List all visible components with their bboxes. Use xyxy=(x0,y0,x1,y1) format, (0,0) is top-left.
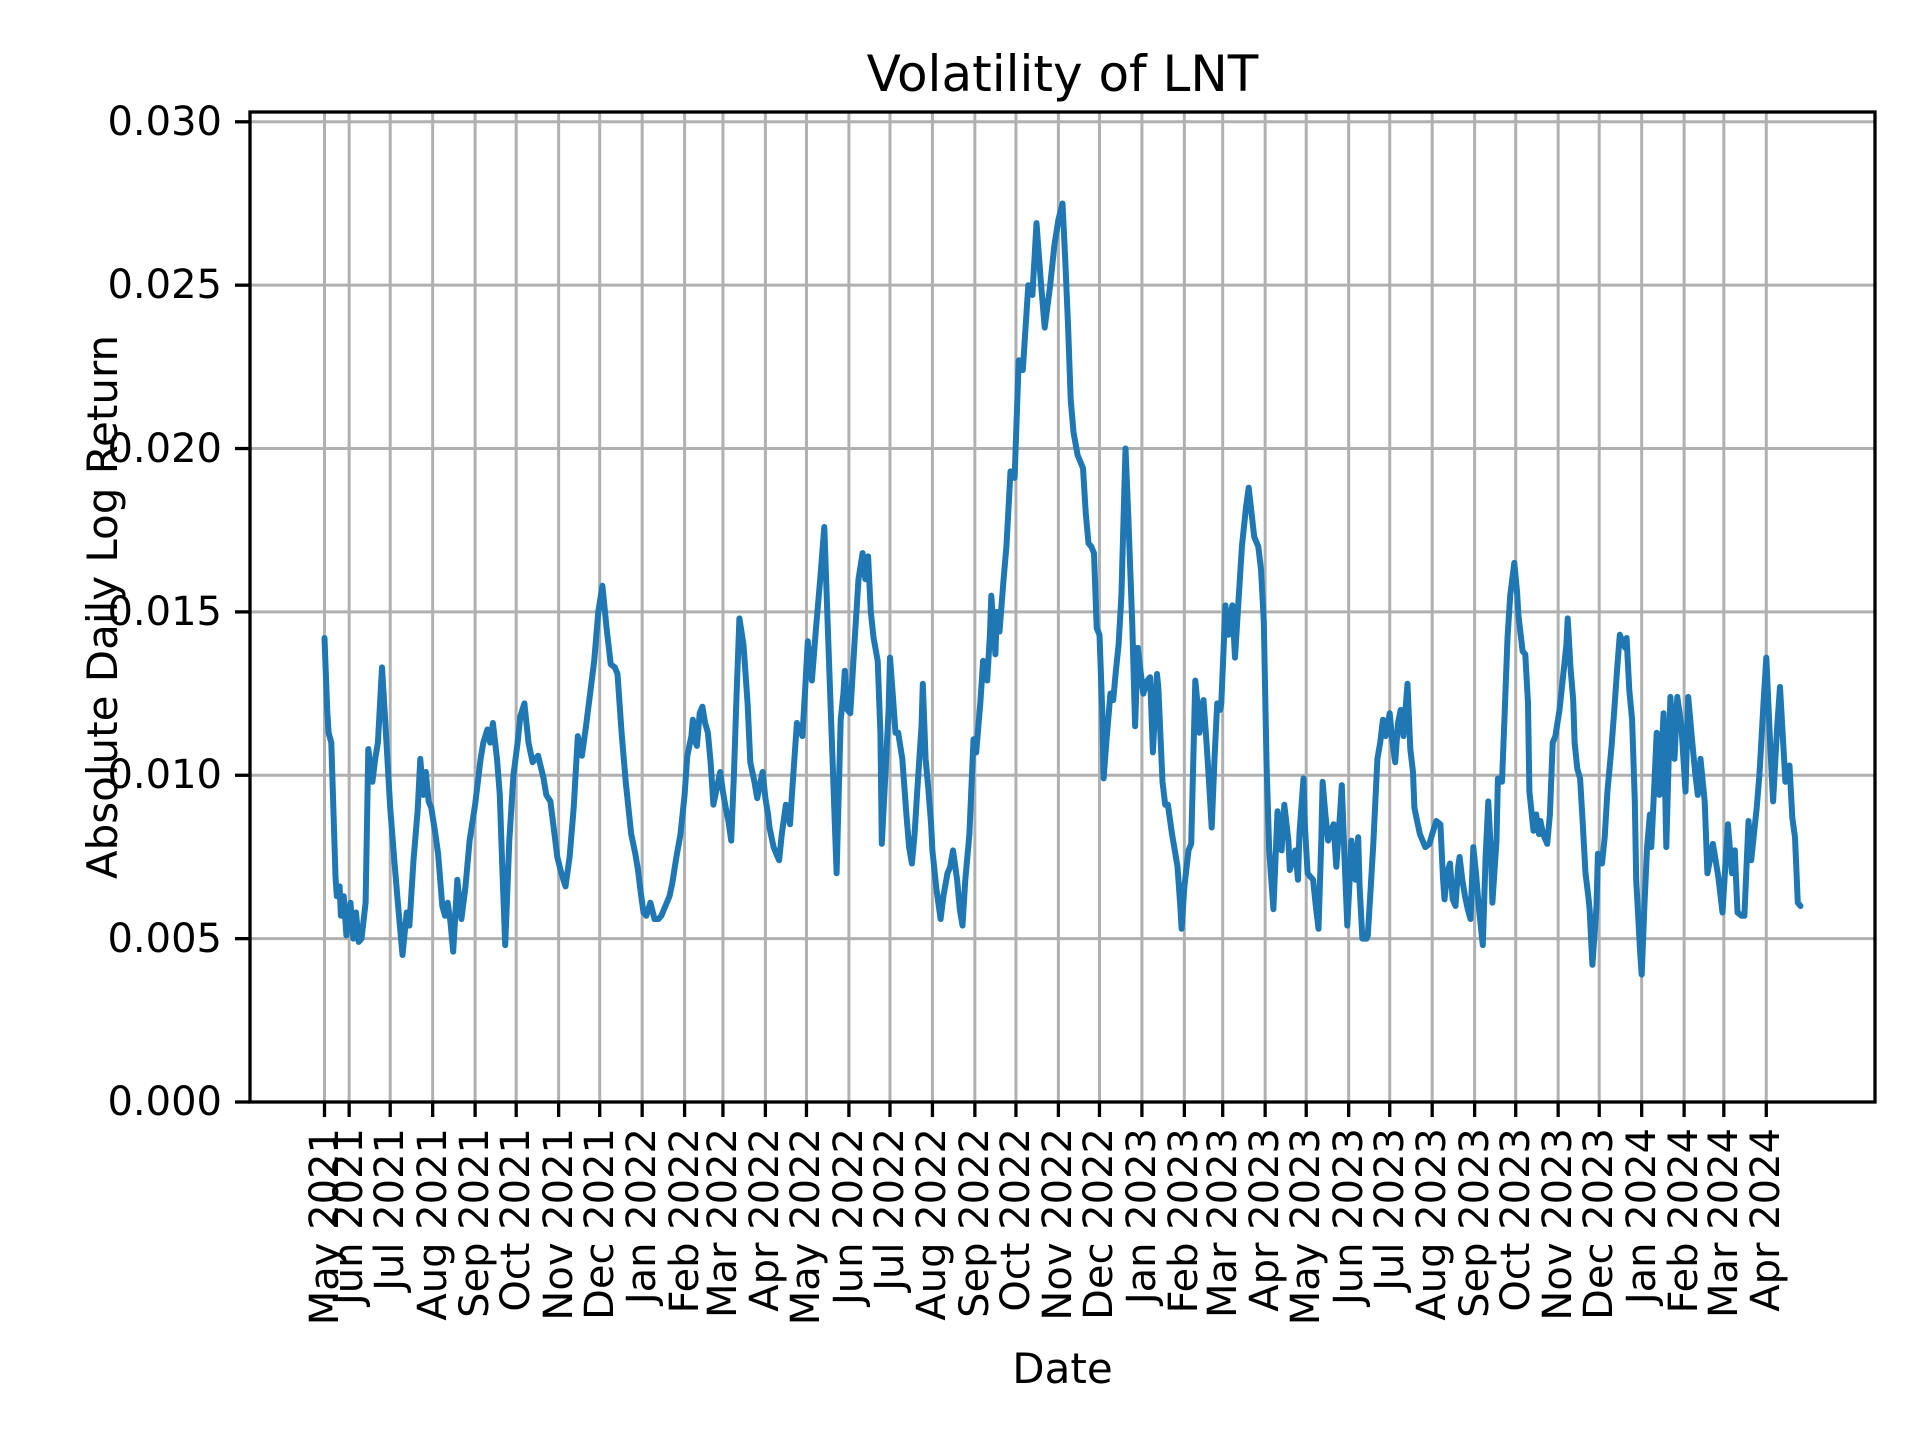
x-tick-label: Dec 2023 xyxy=(1576,1128,1623,1320)
y-tick-label: 0.005 xyxy=(107,915,222,962)
x-tick-label: Jul 2021 xyxy=(367,1128,414,1291)
x-tick-label: Oct 2022 xyxy=(992,1128,1039,1312)
axes-frame xyxy=(248,110,1877,1104)
y-tick-label: 0.020 xyxy=(107,425,222,472)
x-tick-label: Nov 2021 xyxy=(535,1128,582,1321)
x-tick-label: Jan 2022 xyxy=(619,1128,666,1305)
x-tick-label: Nov 2023 xyxy=(1535,1128,1582,1321)
volatility-line xyxy=(321,200,1804,978)
x-tick-label: Mar 2023 xyxy=(1199,1128,1246,1318)
x-tick-label: Oct 2021 xyxy=(493,1128,540,1312)
x-tick-label: Dec 2022 xyxy=(1076,1128,1123,1320)
x-tick-label: Feb 2024 xyxy=(1661,1128,1708,1314)
x-tick-label: Apr 2023 xyxy=(1242,1128,1289,1312)
x-tick-label: Sep 2022 xyxy=(951,1128,998,1318)
x-tick-label: Aug 2022 xyxy=(909,1128,956,1321)
x-tick-label: Aug 2021 xyxy=(409,1128,456,1321)
x-tick-label: Jun 2021 xyxy=(326,1128,373,1306)
chart-title: Volatility of LNT xyxy=(866,45,1259,103)
x-tick-label: Jun 2023 xyxy=(1325,1128,1372,1306)
x-tick-label: Apr 2024 xyxy=(1743,1128,1790,1312)
x-tick-label: Jan 2023 xyxy=(1118,1128,1165,1305)
x-tick-label: May 2022 xyxy=(783,1128,830,1326)
y-tick-label: 0.010 xyxy=(107,752,222,799)
x-tick-label: Jul 2022 xyxy=(866,1128,913,1291)
x-tick-label: May 2023 xyxy=(1283,1128,1330,1326)
x-axis-label: Date xyxy=(1012,1344,1113,1393)
x-tick-label: Jul 2023 xyxy=(1366,1128,1413,1291)
x-tick-label: Mar 2024 xyxy=(1700,1128,1747,1318)
x-tick-label: Dec 2021 xyxy=(576,1128,623,1320)
x-tick-label: Sep 2021 xyxy=(452,1128,499,1318)
x-tick-label: Mar 2022 xyxy=(699,1128,746,1318)
x-tick-label: Jan 2024 xyxy=(1618,1128,1665,1305)
x-tick-label: Nov 2022 xyxy=(1035,1128,1082,1321)
x-tick-label: Sep 2023 xyxy=(1451,1128,1498,1318)
y-tick-label: 0.000 xyxy=(107,1079,222,1125)
axis-ticks xyxy=(235,120,1768,1117)
x-tick-label: Oct 2023 xyxy=(1492,1128,1539,1312)
y-tick-label: 0.015 xyxy=(107,588,222,635)
gridlines xyxy=(250,112,1875,1104)
y-tick-label: 0.030 xyxy=(107,98,222,145)
x-tick-label: Jun 2022 xyxy=(825,1128,872,1306)
x-tick-label: Aug 2023 xyxy=(1409,1128,1456,1321)
y-tick-label: 0.025 xyxy=(107,262,222,309)
x-tick-label: Apr 2022 xyxy=(742,1128,789,1312)
